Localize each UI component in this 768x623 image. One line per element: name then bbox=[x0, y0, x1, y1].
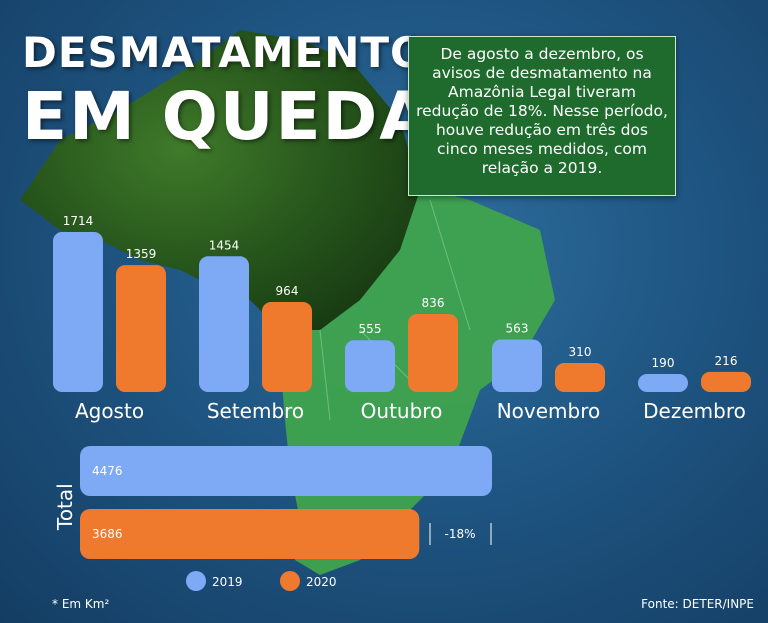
legend-swatch-2019 bbox=[186, 571, 206, 591]
bar-outubro-2019 bbox=[345, 340, 395, 392]
bar-value-dezembro-2020: 216 bbox=[715, 354, 738, 368]
total-bar-2019 bbox=[80, 446, 492, 496]
bar-value-agosto-2019: 1714 bbox=[63, 214, 94, 228]
bar-novembro-2020 bbox=[555, 363, 605, 392]
bar-novembro-2019 bbox=[492, 339, 542, 392]
bar-dezembro-2019 bbox=[638, 374, 688, 392]
total-bar-2020 bbox=[80, 509, 420, 559]
month-label-novembro: Novembro bbox=[497, 399, 601, 423]
title-line-1: DESMATAMENTO bbox=[22, 28, 427, 77]
bar-agosto-2020 bbox=[116, 265, 166, 392]
bar-value-dezembro-2019: 190 bbox=[652, 356, 675, 370]
month-label-outubro: Outubro bbox=[361, 399, 443, 423]
total-label: Total bbox=[53, 483, 77, 531]
bar-outubro-2020 bbox=[408, 313, 458, 392]
summary-box: De agosto a dezembro, os avisos de desma… bbox=[408, 36, 676, 196]
bar-setembro-2019 bbox=[199, 256, 249, 392]
bar-value-setembro-2019: 1454 bbox=[209, 238, 240, 252]
total-value-2020: 3686 bbox=[92, 527, 123, 541]
bar-value-outubro-2020: 836 bbox=[422, 296, 445, 310]
summary-text: De agosto a dezembro, os avisos de desma… bbox=[416, 45, 668, 177]
legend-label-2020: 2020 bbox=[306, 575, 337, 589]
bar-dezembro-2020 bbox=[701, 371, 751, 392]
amazon-forest-region bbox=[20, 30, 420, 330]
source-credit: Fonte: DETER/INPE bbox=[641, 597, 754, 611]
bar-agosto-2019 bbox=[53, 232, 103, 392]
month-label-dezembro: Dezembro bbox=[643, 399, 746, 423]
total-value-2019: 4476 bbox=[92, 464, 123, 478]
bar-value-novembro-2020: 310 bbox=[569, 345, 592, 359]
month-label-agosto: Agosto bbox=[75, 399, 144, 423]
bar-value-outubro-2019: 555 bbox=[359, 322, 382, 336]
legend-swatch-2020 bbox=[280, 571, 300, 591]
bar-setembro-2020 bbox=[262, 302, 312, 392]
title-line-2: EM QUEDA bbox=[22, 78, 433, 155]
footnote: * Em Km² bbox=[52, 597, 110, 611]
month-label-setembro: Setembro bbox=[207, 399, 304, 423]
bar-value-agosto-2020: 1359 bbox=[126, 247, 157, 261]
bar-value-setembro-2020: 964 bbox=[276, 284, 299, 298]
bar-value-novembro-2019: 563 bbox=[506, 321, 529, 335]
total-change-label: -18% bbox=[444, 527, 475, 541]
legend-label-2019: 2019 bbox=[212, 575, 243, 589]
